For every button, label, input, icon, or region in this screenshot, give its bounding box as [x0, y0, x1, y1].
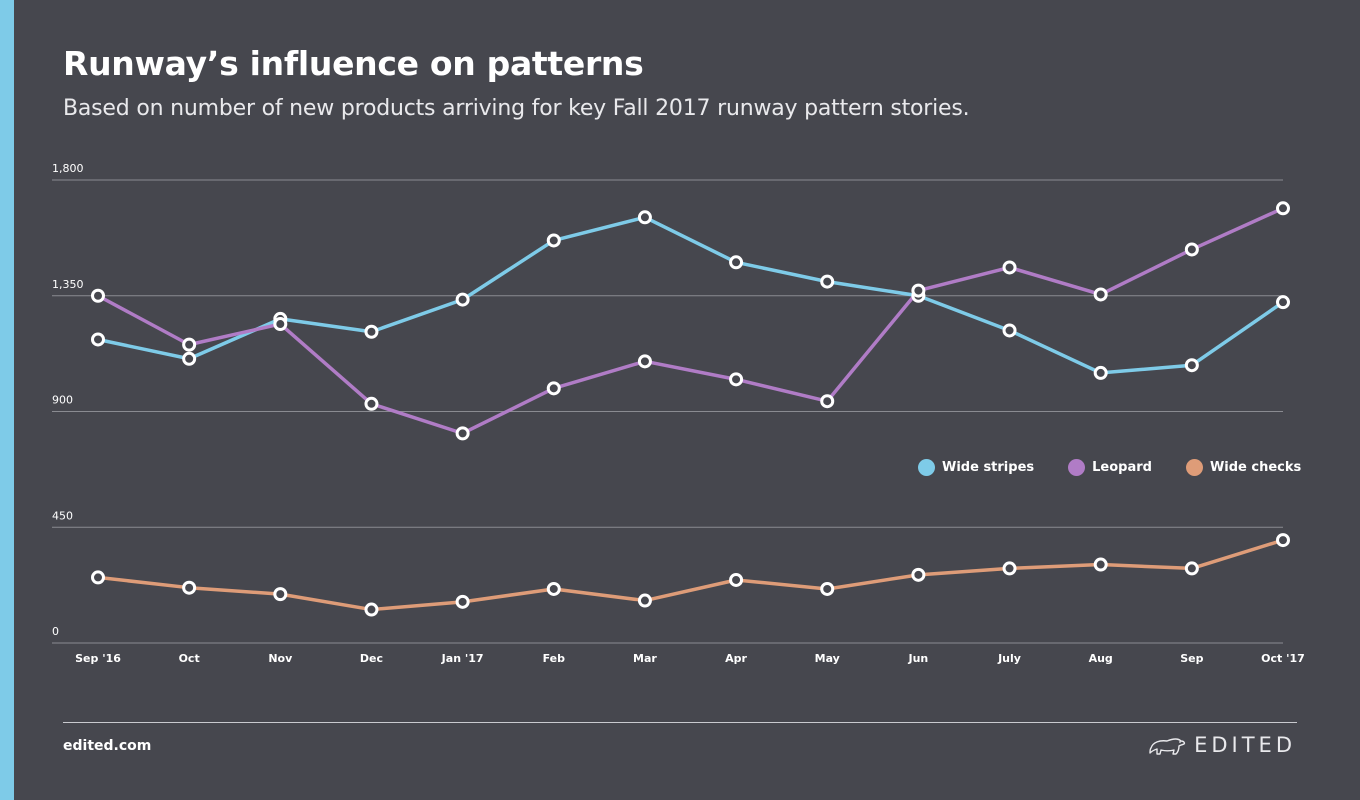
y-axis-ticks: 0 450 900 1,350 1,800 [52, 162, 84, 638]
legend-item: Leopard [1068, 458, 1152, 476]
x-tick-label: Apr [725, 652, 747, 665]
x-axis-ticks: Sep '16 Oct Nov Dec Jan '17 Feb Mar Apr May Jun Ju… [75, 652, 1305, 665]
x-tick-label: Jan '17 [441, 652, 484, 665]
x-tick-label: Mar [633, 652, 657, 665]
x-tick-label: Feb [543, 652, 566, 665]
data-point [1184, 358, 1199, 373]
x-tick-label: Sep [1180, 652, 1203, 665]
data-point [364, 602, 379, 617]
series-line [96, 206, 1285, 436]
y-tick-label: 0 [52, 625, 59, 638]
polar-bear-icon [1149, 738, 1186, 755]
x-tick-label: Jun [908, 652, 929, 665]
x-tick-label: Oct '17 [1261, 652, 1305, 665]
legend: Wide stripes Leopard Wide checks [918, 457, 1301, 477]
data-point [182, 580, 197, 595]
brand-logo: EDITED [1148, 733, 1296, 757]
data-point [91, 332, 105, 347]
data-point [91, 570, 105, 585]
series-lines [96, 206, 1285, 612]
data-point [1093, 557, 1108, 572]
footer-url: edited.com [63, 738, 152, 754]
x-tick-label: July [997, 652, 1021, 665]
data-point [546, 233, 561, 248]
legend-label: Wide checks [1209, 459, 1302, 475]
y-tick-label: 1,800 [52, 162, 84, 175]
series-markers [91, 201, 1290, 617]
data-point [546, 381, 561, 396]
data-point [455, 426, 470, 441]
data-point [1002, 260, 1017, 275]
data-point [1093, 365, 1108, 380]
data-point [1276, 295, 1290, 310]
data-point [820, 274, 835, 289]
data-point [91, 288, 105, 303]
accent-side-bar [0, 0, 14, 800]
data-point [546, 581, 561, 596]
legend-item: Wide stripes [918, 458, 1035, 476]
x-tick-label: Sep '16 [75, 652, 121, 665]
data-point [273, 587, 288, 602]
data-point [1184, 561, 1199, 576]
y-tick-label: 1,350 [52, 278, 84, 291]
chart-subtitle: Based on number of new products arriving… [63, 96, 970, 121]
legend-swatch [918, 458, 935, 476]
chart-title: Runway’s influence on patterns [63, 44, 644, 83]
data-point [637, 210, 652, 225]
data-point [1002, 323, 1017, 338]
data-point [729, 372, 744, 387]
data-point [182, 351, 197, 366]
data-point [455, 292, 470, 307]
data-point [637, 354, 652, 369]
data-point [820, 581, 835, 596]
series-line [96, 538, 1285, 612]
data-point [455, 594, 470, 609]
data-point [1093, 287, 1108, 302]
x-tick-label: Dec [360, 652, 383, 665]
brand-name: EDITED [1194, 733, 1296, 757]
data-point [364, 396, 379, 411]
footer-divider [63, 722, 1297, 723]
x-tick-label: Oct [179, 652, 200, 665]
y-tick-label: 450 [52, 509, 73, 522]
legend-swatch [1068, 458, 1086, 476]
data-point [911, 283, 926, 298]
legend-label: Leopard [1092, 459, 1152, 475]
data-point [273, 317, 288, 332]
legend-swatch [1185, 458, 1203, 476]
data-point [1184, 242, 1199, 257]
x-tick-label: Aug [1089, 652, 1113, 665]
legend-label: Wide stripes [942, 459, 1035, 475]
data-point [1276, 201, 1290, 216]
grid-lines [52, 179, 1283, 644]
data-point [1276, 533, 1290, 548]
series-line [96, 215, 1285, 375]
data-point [182, 337, 197, 352]
data-point [911, 567, 926, 582]
x-tick-label: May [815, 652, 840, 665]
data-point [820, 394, 835, 409]
data-point [729, 572, 744, 587]
data-point [637, 593, 652, 608]
data-point [729, 255, 744, 270]
legend-item: Wide checks [1185, 458, 1302, 476]
y-tick-label: 900 [52, 394, 73, 407]
data-point [364, 324, 379, 339]
data-point [1002, 561, 1017, 576]
x-tick-label: Nov [268, 652, 293, 665]
